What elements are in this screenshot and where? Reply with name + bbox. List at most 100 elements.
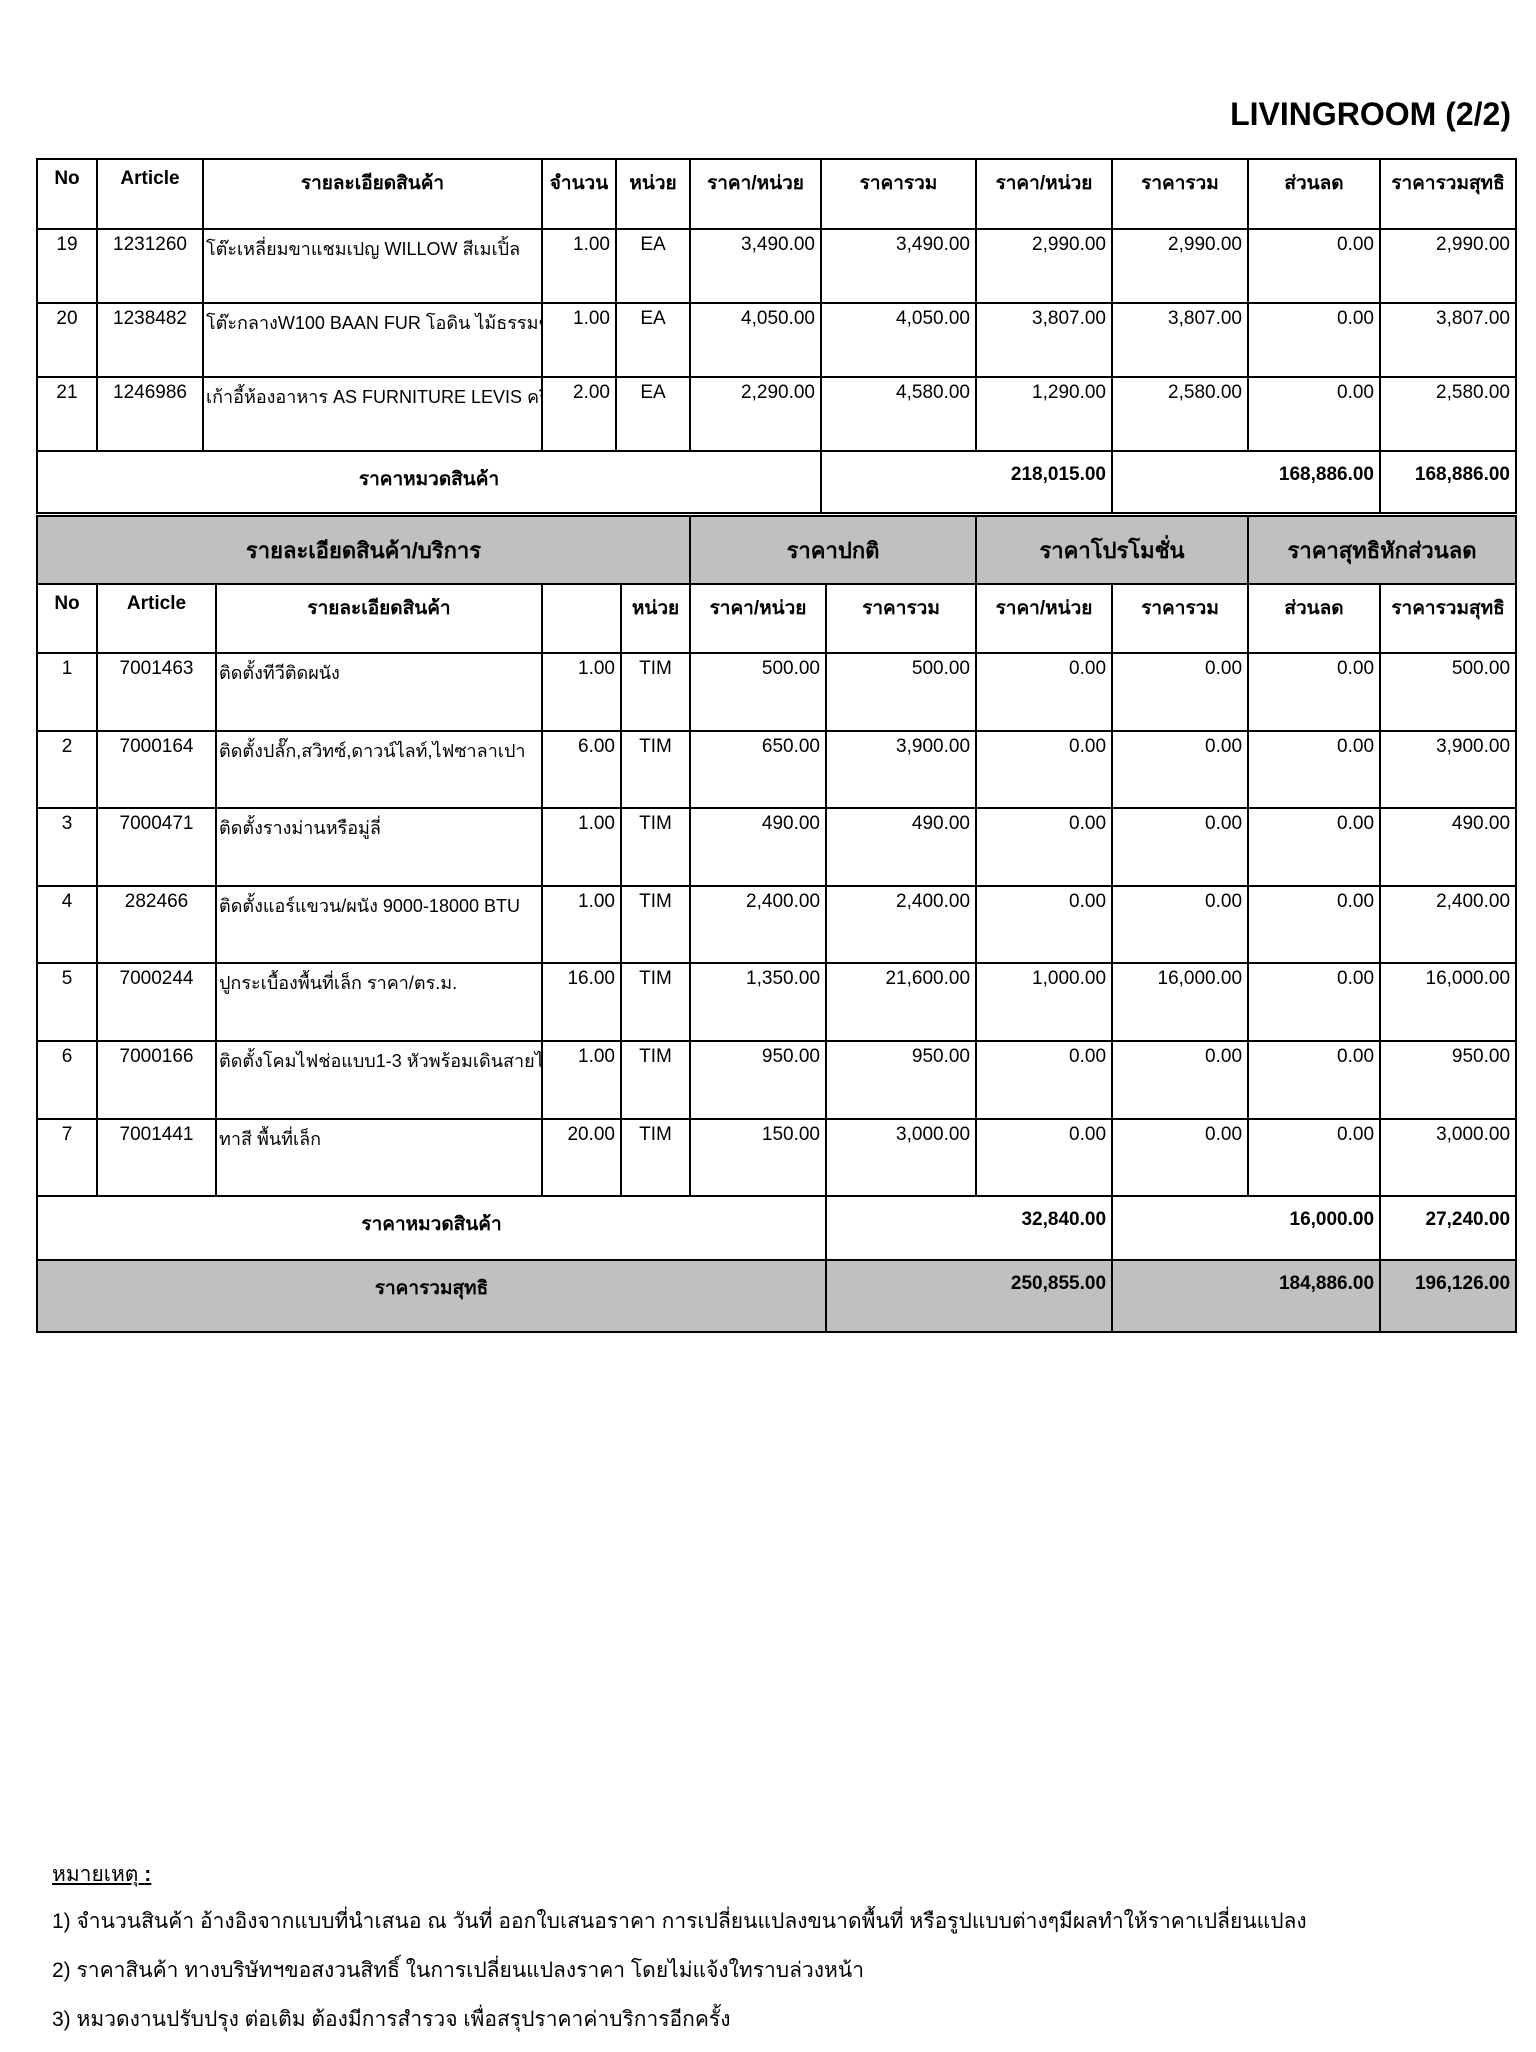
header-discount: ส่วนลด	[1247, 158, 1381, 230]
cell-no: 5	[36, 962, 98, 1042]
group-header: รายละเอียดสินค้า/บริการ	[35, 515, 692, 585]
header-no: No	[36, 158, 98, 230]
cell-net-total: 500.00	[1379, 652, 1518, 732]
cell-no: 2	[36, 729, 98, 810]
cell-quantity: 1.00	[541, 1039, 622, 1120]
note-item: 3) หมวดงานปรับปรุง ต่อเติม ต้องมีการสำรว…	[52, 2008, 731, 2031]
cell-article: 7001441	[96, 1117, 217, 1198]
cell-description: ติดตั้งทีวีติดผนัง	[215, 652, 543, 732]
header-normal-total: ราคารวม	[825, 583, 978, 654]
cell-net-total: 3,000.00	[1379, 1117, 1518, 1198]
cell-quantity: 1.00	[541, 228, 617, 304]
table-row: 19 1231260 โต๊ะเหลี่ยมขาแชมเปญ WILLOW สีเม…	[36, 228, 1517, 304]
cell-quantity: 1.00	[541, 884, 622, 965]
cell-quantity: 16.00	[541, 962, 622, 1042]
cell-promo-unit-price: 3,807.00	[975, 302, 1113, 378]
cell-unit: TIM	[619, 1039, 692, 1120]
cell-net-total: 3,807.00	[1379, 302, 1517, 378]
notes-section: หมายเหตุ : 1) จำนวนสินค้า อ้างอิงจากแบบท…	[52, 1858, 1307, 2052]
table-row: 21 1246986 เก้าอี้ห้องอาหาร AS FURNITURE L…	[36, 376, 1517, 452]
table-row: 2 7000164 ติดตั้งปลั๊ก,สวิทซ์,ดาวน์ไลท์,ไฟ…	[36, 729, 1518, 810]
table-row: 6 7000166 ติดตั้งโคมไฟช่อแบบ1-3 หัวพร้อมเด…	[36, 1039, 1518, 1120]
cell-unit: EA	[615, 376, 691, 452]
cell-normal-unit-price: 490.00	[689, 807, 828, 887]
cell-promo-unit-price: 0.00	[975, 1039, 1114, 1120]
cell-description: ปูกระเบื้องพื้นที่เล็ก ราคา/ตร.ม.	[215, 962, 543, 1042]
header-unit: หน่วย	[619, 583, 692, 654]
header-discount: ส่วนลด	[1247, 583, 1382, 654]
note-item: 1) จำนวนสินค้า อ้างอิงจากแบบที่นำเสนอ ณ …	[52, 1910, 1307, 1933]
header-unit: หน่วย	[615, 158, 691, 230]
cell-article: 1231260	[96, 228, 204, 304]
cell-discount: 0.00	[1247, 228, 1381, 304]
cell-promo-unit-price: 0.00	[975, 884, 1114, 965]
cell-promo-total: 0.00	[1111, 729, 1250, 810]
cell-discount: 0.00	[1247, 962, 1382, 1042]
cell-article: 282466	[96, 884, 217, 965]
group-header: ราคาปกติ	[689, 515, 978, 585]
cell-article: 7000244	[96, 962, 217, 1042]
products-table: No Article รายละเอียดสินค้า จำนวน หน่วย ราคา/…	[36, 158, 1517, 514]
cell-normal-unit-price: 2,290.00	[689, 376, 822, 452]
cell-unit: EA	[615, 228, 691, 304]
cell-discount: 0.00	[1247, 1039, 1382, 1120]
cell-no: 7	[36, 1117, 98, 1198]
cell-normal-unit-price: 650.00	[689, 729, 828, 810]
cell-net-total: 2,990.00	[1379, 228, 1517, 304]
cell-no: 19	[36, 228, 98, 304]
header-net-total: ราคารวมสุทธิ	[1379, 583, 1518, 654]
header-promo-total: ราคารวม	[1111, 158, 1249, 230]
grand-total-row-label: ราคารวมสุทธิ	[35, 1259, 828, 1334]
cell-description: ทาสี พื้นที่เล็ก	[215, 1117, 543, 1198]
cell-unit: TIM	[619, 807, 692, 887]
subtotal-row: ราคาหมวดสินค้า 32,840.00 16,000.00 27,240.0…	[35, 1195, 1518, 1262]
cell-normal-unit-price: 3,490.00	[689, 228, 822, 304]
cell-discount: 0.00	[1247, 652, 1382, 732]
cell-article: 1238482	[96, 302, 204, 378]
header-normal-unit-price: ราคา/หน่วย	[689, 158, 822, 230]
header-description: รายละเอียดสินค้า	[215, 583, 543, 654]
note-item: 2) ราคาสินค้า ทางบริษัทฯขอสงวนสิทธิ์ ในก…	[52, 1959, 865, 1982]
cell-normal-total: 4,580.00	[820, 376, 977, 452]
cell-promo-unit-price: 1,000.00	[975, 962, 1114, 1042]
cell-quantity: 2.00	[541, 376, 617, 452]
cell-normal-total: 4,050.00	[820, 302, 977, 378]
cell-discount: 0.00	[1247, 1117, 1382, 1198]
cell-quantity: 1.00	[541, 302, 617, 378]
group-header: ราคาโปรโมชั่น	[975, 515, 1250, 585]
cell-promo-unit-price: 1,290.00	[975, 376, 1113, 452]
cell-unit: TIM	[619, 729, 692, 810]
cell-quantity: 1.00	[541, 652, 622, 732]
subtotal-row-net: 168,886.00	[1379, 450, 1517, 514]
subtotal-row-net: 27,240.00	[1379, 1195, 1518, 1262]
cell-description: ติดตั้งรางม่านหรือมู่ลี่	[215, 807, 543, 887]
cell-discount: 0.00	[1247, 302, 1381, 378]
header-article: Article	[96, 583, 217, 654]
table-row: 3 7000471 ติดตั้งรางม่านหรือมู่ลี่ 1.00 TIM 4…	[36, 807, 1518, 887]
cell-promo-unit-price: 0.00	[975, 807, 1114, 887]
cell-promo-total: 2,990.00	[1111, 228, 1249, 304]
cell-promo-unit-price: 0.00	[975, 652, 1114, 732]
cell-promo-total: 0.00	[1111, 807, 1250, 887]
cell-net-total: 950.00	[1379, 1039, 1518, 1120]
subtotal-row: ราคาหมวดสินค้า 218,015.00 168,886.00 168,88…	[36, 450, 1517, 514]
cell-unit: TIM	[619, 884, 692, 965]
cell-description: ติดตั้งปลั๊ก,สวิทซ์,ดาวน์ไลท์,ไฟซาลาเปา	[215, 729, 543, 810]
subtotal-row-label: ราคาหมวดสินค้า	[36, 450, 822, 514]
table-row: 1 7001463 ติดตั้งทีวีติดผนัง 1.00 TIM 500.00 5…	[36, 652, 1518, 732]
cell-no: 1	[36, 652, 98, 732]
cell-unit: TIM	[619, 1117, 692, 1198]
header-quantity: จำนวน	[541, 158, 617, 230]
cell-description: ติดตั้งโคมไฟช่อแบบ1-3 หัวพร้อมเดินสายไฟ	[215, 1039, 543, 1120]
header-description: รายละเอียดสินค้า	[202, 158, 543, 230]
cell-normal-total: 2,400.00	[825, 884, 978, 965]
cell-unit: TIM	[619, 962, 692, 1042]
cell-description: เก้าอี้ห้องอาหาร AS FURNITURE LEVIS ครีม	[202, 376, 543, 452]
cell-no: 6	[36, 1039, 98, 1120]
subtotal-row-normal: 32,840.00	[825, 1195, 1114, 1262]
table-row: 7 7001441 ทาสี พื้นที่เล็ก 20.00 TIM 150.00 3,…	[36, 1117, 1518, 1198]
table-row: 20 1238482 โต๊ะกลางW100 BAAN FUR โอดิน ไม้…	[36, 302, 1517, 378]
cell-discount: 0.00	[1247, 884, 1382, 965]
notes-heading: หมายเหตุ	[52, 1863, 139, 1886]
grand-total-row-net: 196,126.00	[1379, 1259, 1518, 1334]
